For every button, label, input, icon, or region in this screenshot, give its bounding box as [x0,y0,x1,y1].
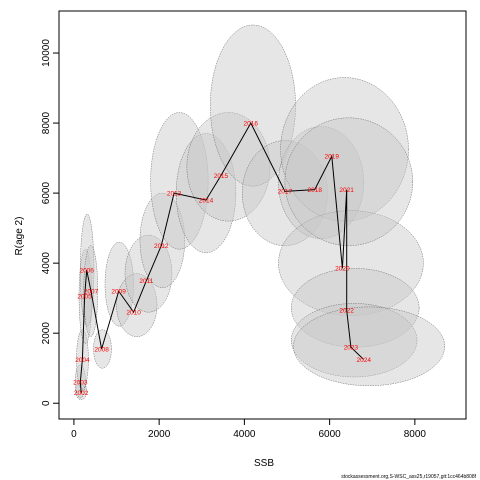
point-label-2009: 2009 [111,288,126,295]
confidence-ellipses [74,24,445,400]
point-label-2016: 2016 [244,120,259,127]
confidence-ellipse-2016 [210,24,296,187]
confidence-ellipse-2019 [280,77,409,222]
x-axis: 0 2000 4000 6000 8000 [71,418,427,440]
y-tick-label-0: 0 [41,400,52,406]
point-label-2020: 2020 [335,266,350,273]
confidence-ellipse-2021 [284,117,413,246]
series-line [79,122,365,393]
point-label-2012: 2012 [154,243,169,250]
confidence-ellipse-2009 [104,241,134,327]
point-label-2007: 2007 [84,288,99,295]
x-tick-label-6000: 6000 [318,429,341,440]
x-axis-title: SSB [254,458,274,469]
confidence-ellipse-2014 [175,133,237,253]
y-tick-label-2000: 2000 [41,322,52,345]
point-label-2017: 2017 [278,189,293,196]
confidence-ellipse-2018 [278,126,364,239]
y-tick-label-6000: 6000 [41,182,52,205]
point-label-2022: 2022 [339,308,354,315]
point-label-2003: 2003 [73,380,88,387]
confidence-ellipse-2017 [242,140,328,246]
point-label-2011: 2011 [139,278,153,285]
point-label-2021: 2021 [339,187,354,194]
confidence-ellipse-2008 [93,329,112,369]
point-label-2013: 2013 [167,190,182,197]
point-label-2005: 2005 [77,294,92,301]
x-tick-label-8000: 8000 [404,429,427,440]
point-label-2018: 2018 [307,187,322,194]
point-label-2008: 2008 [94,346,109,353]
point-label-2006: 2006 [79,267,94,274]
confidence-ellipse-2024 [293,306,445,386]
y-axis-title: R(age 2) [14,217,25,256]
y-tick-label-8000: 8000 [41,112,52,135]
x-tick-label-0: 0 [71,429,77,440]
point-label-2019: 2019 [325,154,340,161]
point-label-2010: 2010 [126,309,141,316]
x-tick-label-4000: 4000 [233,429,256,440]
y-tick-label-4000: 4000 [41,252,52,275]
credit-text: stockassessment.org,S-WSC_ass25,r19057,g… [341,474,476,480]
confidence-ellipse-2023 [291,303,418,378]
y-tick-label-10000: 10000 [41,39,52,67]
y-axis: 0 2000 4000 6000 8000 10000 [41,39,60,406]
point-label-2002: 2002 [74,390,89,397]
confidence-ellipse-2020 [278,210,424,316]
confidence-ellipse-2015 [186,112,271,222]
point-labels: 2002 2003 2004 2005 2006 2007 2008 2009 2010 2011… [73,120,371,397]
point-label-2015: 2015 [214,173,229,180]
point-label-2023: 2023 [344,345,359,352]
point-label-2024: 2024 [356,357,371,364]
confidence-ellipse-2013 [150,112,209,250]
point-label-2014: 2014 [199,197,214,204]
x-tick-label-2000: 2000 [148,429,171,440]
confidence-ellipse-2011 [124,234,173,313]
point-label-2004: 2004 [75,357,90,364]
